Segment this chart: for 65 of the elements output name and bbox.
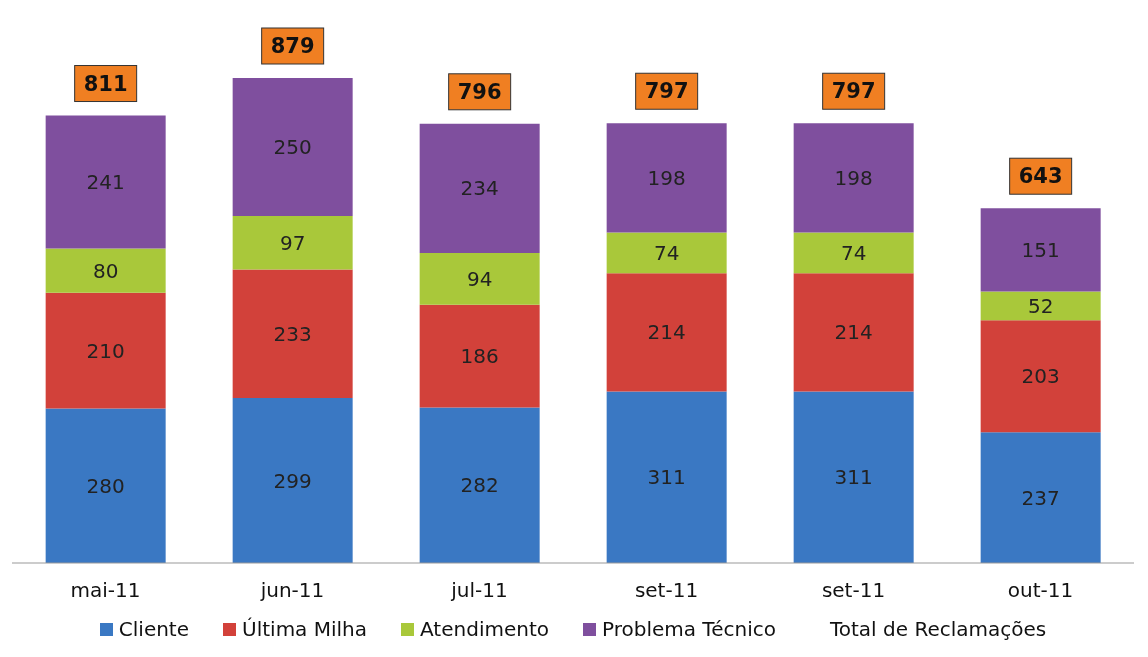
data-label: 214	[834, 320, 873, 345]
data-label: 280	[86, 473, 125, 498]
bar	[793, 273, 914, 392]
total-label: 811	[83, 71, 128, 96]
bar	[606, 232, 727, 274]
total-label: 643	[1018, 164, 1063, 189]
bar	[45, 115, 166, 249]
bar	[980, 208, 1101, 292]
x-tick-label: set-11	[634, 578, 699, 603]
data-label: 250	[273, 135, 312, 160]
bar	[793, 391, 914, 563]
bar	[980, 291, 1101, 321]
bar	[980, 432, 1101, 563]
total-label: 879	[270, 34, 315, 58]
bar	[793, 232, 914, 274]
data-label: 151	[1021, 237, 1060, 262]
x-tick-label: out-11	[1007, 578, 1074, 603]
legend-label: Problema Técnico	[601, 617, 776, 641]
bar	[606, 391, 727, 563]
total-label: 796	[457, 79, 502, 104]
data-label: 311	[647, 465, 686, 490]
data-label: 241	[86, 170, 125, 195]
legend-label: Cliente	[117, 617, 190, 641]
bar	[419, 407, 540, 563]
data-label: 74	[653, 241, 680, 266]
bar	[232, 269, 353, 399]
bar	[606, 123, 727, 233]
bar	[606, 273, 727, 392]
total-label: 797	[831, 79, 876, 104]
data-label: 282	[460, 473, 499, 498]
x-tick-label: set-11	[821, 578, 886, 603]
data-label: 74	[840, 241, 867, 266]
bar	[980, 320, 1101, 433]
legend-label: Última Milha	[241, 617, 368, 641]
total-label: 797	[644, 79, 689, 104]
text: Total de Reclamações	[829, 617, 1047, 641]
data-label: 97	[279, 230, 306, 255]
bar	[419, 123, 540, 253]
bar	[232, 215, 353, 270]
data-label: 237	[1021, 485, 1060, 510]
bar	[419, 304, 540, 408]
legend-label: Atendimento	[419, 617, 549, 641]
x-tick-label: mai-11	[70, 578, 141, 603]
bar	[232, 78, 353, 216]
data-label: 233	[273, 321, 312, 346]
data-label: 52	[1027, 293, 1054, 318]
x-tick-label: jun-11	[259, 578, 325, 603]
bar	[45, 408, 166, 563]
bar	[419, 252, 540, 305]
bar	[45, 248, 166, 293]
bar	[45, 292, 166, 409]
data-label: 299	[273, 468, 312, 493]
data-label: 311	[834, 465, 873, 490]
data-label: 94	[466, 266, 493, 291]
bar	[793, 123, 914, 233]
data-label: 210	[86, 338, 125, 363]
data-label: 198	[834, 165, 873, 190]
data-label: 203	[1021, 364, 1060, 389]
data-label: 198	[647, 165, 686, 190]
data-label: 80	[92, 258, 119, 283]
data-label: 234	[460, 176, 499, 201]
bar	[232, 398, 353, 563]
data-label: 214	[647, 320, 686, 345]
data-label: 186	[460, 344, 499, 369]
x-tick-label: jul-11	[450, 578, 508, 603]
